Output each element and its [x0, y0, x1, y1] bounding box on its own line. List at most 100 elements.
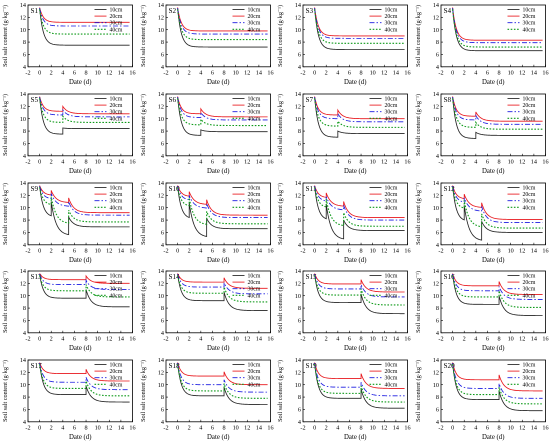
x-tick-label: 0 — [313, 69, 316, 76]
legend-label-30cm: 30cm — [522, 376, 535, 382]
legend-label-30cm: 30cm — [385, 376, 398, 382]
x-tick-label: 12 — [381, 158, 387, 165]
x-tick-label: 12 — [106, 158, 112, 165]
x-tick-label: 8 — [85, 158, 88, 165]
legend-label-40cm: 40cm — [522, 205, 535, 211]
x-tick-label: 10 — [95, 424, 101, 431]
y-tick-label: 12 — [157, 14, 163, 21]
y-tick-label: 12 — [295, 14, 301, 21]
y-axis-label: Soil salt content (g·kg⁻¹) — [2, 182, 9, 244]
x-tick-label: 16 — [129, 247, 135, 254]
x-tick-label: -2 — [25, 69, 30, 76]
legend-label-30cm: 30cm — [385, 287, 398, 293]
x-tick-label: 14 — [530, 424, 536, 431]
x-tick-label: 10 — [507, 424, 513, 431]
y-tick-label: 10 — [432, 293, 438, 300]
y-axis-label: Soil salt content (g·kg⁻¹) — [415, 94, 422, 156]
chart-panel-s3: -2 0 2 4 6 8 10 12 14 16 4 6 8 10 12 14 Date (d) Soil sal… — [277, 2, 411, 86]
y-tick-label: 4 — [298, 241, 301, 248]
x-tick-label: 16 — [542, 69, 548, 76]
x-tick-label: 6 — [485, 336, 488, 343]
x-tick-label: 12 — [106, 69, 112, 76]
x-axis-label: Date (d) — [344, 168, 366, 175]
y-axis-label: Soil salt content (g·kg⁻¹) — [2, 360, 9, 422]
x-tick-label: 0 — [451, 336, 454, 343]
x-tick-label: 4 — [474, 158, 477, 165]
x-tick-label: 4 — [336, 424, 339, 431]
series-line-10cm — [451, 96, 543, 139]
x-tick-label: 12 — [244, 424, 250, 431]
series-line-30cm — [451, 8, 543, 44]
x-tick-label: -2 — [163, 158, 168, 165]
y-tick-label: 14 — [432, 91, 438, 98]
legend-label-10cm: 10cm — [522, 96, 535, 102]
series-line-20cm — [176, 273, 268, 290]
panel-title: S5 — [31, 96, 39, 104]
y-tick-label: 12 — [432, 103, 438, 110]
legend-label-10cm: 10cm — [522, 8, 535, 14]
legend-label-30cm: 30cm — [110, 21, 123, 27]
x-axis-label: Date (d) — [482, 256, 504, 263]
legend-label-20cm: 20cm — [522, 14, 535, 20]
series-line-40cm — [39, 9, 130, 35]
x-tick-label: 14 — [393, 247, 399, 254]
y-tick-label: 12 — [295, 281, 301, 288]
x-tick-label: 4 — [61, 424, 64, 431]
x-tick-label: 6 — [73, 336, 76, 343]
legend-label-20cm: 20cm — [110, 369, 123, 375]
chart-panel-s20: -2 0 2 4 6 8 10 12 14 16 4 6 8 10 12 14 Date (d) Soil sal… — [415, 357, 549, 441]
y-tick-label: 14 — [20, 180, 26, 187]
plot-frame — [302, 270, 408, 334]
legend-label-40cm: 40cm — [247, 205, 260, 211]
series-line-40cm — [176, 364, 268, 400]
x-tick-label: 10 — [370, 69, 376, 76]
series-line-40cm — [176, 9, 268, 41]
plot-frame — [302, 93, 408, 156]
plot-frame — [165, 359, 271, 423]
legend-label-10cm: 10cm — [385, 363, 398, 369]
y-tick-label: 14 — [157, 91, 163, 98]
x-tick-label: 4 — [474, 424, 477, 431]
y-tick-label: 12 — [432, 281, 438, 288]
x-tick-label: 4 — [199, 158, 202, 165]
x-axis-label: Date (d) — [482, 345, 504, 352]
y-tick-label: 6 — [160, 140, 163, 147]
x-axis-label: Date (d) — [482, 434, 504, 441]
x-tick-label: 12 — [519, 247, 525, 254]
y-tick-label: 12 — [157, 103, 163, 110]
x-tick-label: 6 — [348, 424, 351, 431]
x-tick-label: 12 — [106, 247, 112, 254]
legend-label-40cm: 40cm — [110, 382, 123, 388]
x-tick-label: 12 — [519, 336, 525, 343]
x-tick-label: 16 — [267, 424, 273, 431]
x-tick-label: 8 — [360, 424, 363, 431]
y-tick-label: 12 — [20, 281, 26, 288]
y-tick-label: 6 — [298, 52, 301, 59]
x-tick-label: 0 — [451, 69, 454, 76]
legend-label-40cm: 40cm — [247, 27, 260, 33]
y-tick-label: 4 — [435, 419, 438, 426]
x-tick-label: 2 — [50, 336, 53, 343]
series-line-30cm — [314, 96, 405, 123]
x-axis-label: Date (d) — [207, 256, 229, 263]
x-tick-label: 12 — [381, 247, 387, 254]
x-tick-label: 6 — [485, 247, 488, 254]
y-tick-label: 6 — [298, 229, 301, 236]
legend-label-20cm: 20cm — [110, 280, 123, 286]
y-tick-label: 6 — [160, 407, 163, 414]
x-axis-label: Date (d) — [207, 345, 229, 352]
series-line-40cm — [451, 364, 543, 405]
x-tick-label: 14 — [118, 247, 124, 254]
y-tick-label: 4 — [160, 419, 163, 426]
x-axis-label: Date (d) — [69, 256, 91, 263]
series-line-10cm — [39, 96, 130, 135]
legend-label-20cm: 20cm — [522, 103, 535, 109]
plot-frame — [27, 270, 133, 334]
legend-label-30cm: 30cm — [247, 376, 260, 382]
legend-label-30cm: 30cm — [522, 109, 535, 115]
series-line-40cm — [451, 9, 543, 48]
x-tick-label: 0 — [38, 69, 41, 76]
chart-panel-s1: -2 0 2 4 6 8 10 12 14 16 4 6 8 10 12 14 Date (d) Soil sal… — [2, 2, 136, 86]
legend-label-20cm: 20cm — [247, 369, 260, 375]
y-tick-label: 4 — [435, 153, 438, 160]
